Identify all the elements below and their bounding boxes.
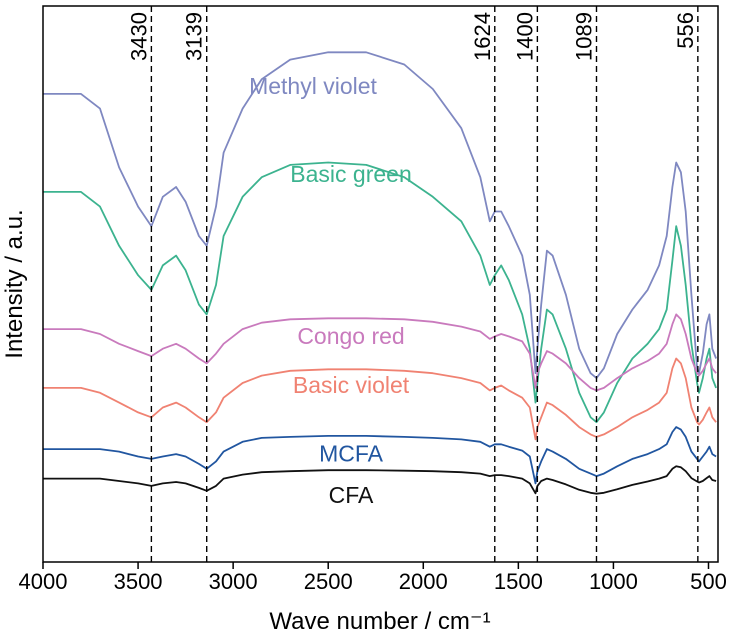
peak-label-556: 556 <box>673 12 698 49</box>
x-tick-label-500: 500 <box>690 569 727 594</box>
peak-label-3139: 3139 <box>182 12 207 61</box>
series-line-basic-violet <box>43 357 717 441</box>
x-tick-label-4000: 4000 <box>19 569 68 594</box>
series-line-mcfa <box>43 426 717 485</box>
series-label-methyl-violet: Methyl violet <box>249 73 377 99</box>
y-axis-title: Intensity / a.u. <box>1 209 28 358</box>
peak-label-3430: 3430 <box>126 12 151 61</box>
series-layer: Methyl violet Basic green Congo red Basic v… <box>43 51 717 508</box>
plot-frame <box>42 5 719 563</box>
x-tick-label-3500: 3500 <box>114 569 163 594</box>
x-axis-title: Wave number / cm⁻¹ <box>269 608 490 635</box>
peak-marker-layer: 3430 3139 1624 1400 1089 556 <box>126 6 699 562</box>
x-tick-label-2500: 2500 <box>304 569 353 594</box>
series-label-mcfa: MCFA <box>319 440 384 466</box>
x-tick-label-2000: 2000 <box>399 569 448 594</box>
series-label-basic-violet: Basic violet <box>293 372 410 398</box>
series-label-congo-red: Congo red <box>297 323 404 349</box>
series-line-methyl-violet <box>43 51 717 379</box>
peak-label-1400: 1400 <box>512 12 537 61</box>
series-label-basic-green: Basic green <box>290 161 411 187</box>
x-tick-layer: 4000 3500 3000 2500 2000 1500 1000 500 <box>19 562 727 594</box>
series-label-cfa: CFA <box>329 482 374 508</box>
peak-label-1089: 1089 <box>572 12 597 61</box>
x-tick-label-3000: 3000 <box>209 569 258 594</box>
series-line-basic-green <box>43 161 717 424</box>
x-tick-label-1500: 1500 <box>494 569 543 594</box>
series-line-congo-red <box>43 313 717 392</box>
x-tick-label-1000: 1000 <box>589 569 638 594</box>
series-line-cfa <box>43 465 717 495</box>
peak-label-1624: 1624 <box>470 12 495 61</box>
